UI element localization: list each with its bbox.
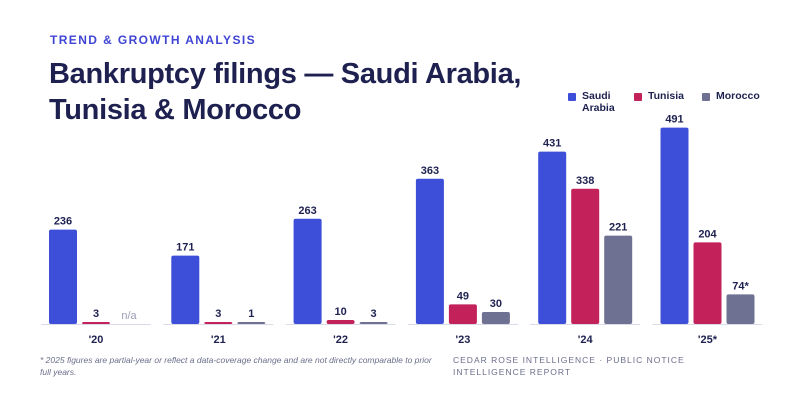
data-label-tunisia-3: 49 bbox=[457, 290, 469, 302]
data-label-morocco-1: 1 bbox=[248, 308, 254, 320]
bar-morocco-2 bbox=[359, 322, 388, 324]
bar-morocco-4 bbox=[604, 235, 633, 324]
x-tick-label-0: '20 bbox=[89, 334, 104, 346]
data-label-saudi-arabia-2: 263 bbox=[298, 205, 316, 217]
data-label-tunisia-0: 3 bbox=[93, 308, 99, 320]
data-label-morocco-2: 3 bbox=[371, 308, 377, 320]
data-label-saudi-arabia-1: 171 bbox=[176, 242, 194, 254]
x-tick-label-5: '25* bbox=[698, 334, 718, 346]
bar-tunisia-4 bbox=[571, 188, 600, 324]
data-label-tunisia-1: 3 bbox=[215, 308, 221, 320]
legend-item-tunisia: Tunisia bbox=[634, 90, 684, 102]
legend-label-morocco: Morocco bbox=[715, 90, 760, 102]
data-label-morocco-5: 74* bbox=[732, 280, 749, 292]
legend-item-morocco: Morocco bbox=[701, 90, 760, 102]
data-label-tunisia-4: 338 bbox=[576, 175, 594, 187]
bar-saudi-arabia-1 bbox=[171, 255, 200, 324]
legend-swatch-morocco bbox=[701, 93, 710, 101]
x-tick-label-2: '22 bbox=[333, 334, 348, 346]
bar-saudi-arabia-5 bbox=[660, 127, 689, 324]
data-label-tunisia-5: 204 bbox=[698, 228, 717, 240]
bar-morocco-1 bbox=[237, 322, 266, 324]
data-label-morocco-3: 30 bbox=[490, 298, 502, 310]
bar-tunisia-5 bbox=[693, 242, 722, 324]
legend-swatch-saudi-arabia bbox=[568, 93, 576, 101]
bar-saudi-arabia-0 bbox=[49, 229, 77, 324]
bar-tunisia-1 bbox=[204, 322, 233, 324]
bar-morocco-3 bbox=[481, 312, 510, 324]
legend-label-saudi-arabia: Saudi Arabia bbox=[582, 90, 615, 114]
bar-tunisia-0 bbox=[82, 322, 110, 324]
bar-morocco-5 bbox=[726, 294, 755, 324]
data-label-saudi-arabia-5: 491 bbox=[665, 114, 683, 126]
bar-tunisia-2 bbox=[326, 320, 355, 324]
legend-item-saudi-arabia: Saudi Arabia bbox=[568, 90, 616, 114]
bar-saudi-arabia-4 bbox=[538, 151, 567, 324]
data-label-morocco-4: 221 bbox=[609, 222, 627, 234]
eyebrow-label: TREND & GROWTH ANALYSIS bbox=[50, 33, 256, 47]
data-label-saudi-arabia-4: 431 bbox=[543, 138, 561, 150]
x-tick-label-1: '21 bbox=[211, 334, 226, 346]
footnote: * 2025 figures are partial-year or refle… bbox=[40, 355, 432, 377]
legend-swatch-tunisia bbox=[634, 93, 642, 101]
legend: Saudi Arabia Tunisia Morocco bbox=[568, 90, 760, 114]
data-label-saudi-arabia-0: 236 bbox=[54, 216, 72, 228]
bar-saudi-arabia-3 bbox=[415, 178, 444, 324]
chart-title: Bankruptcy filings — Saudi Arabia, Tunis… bbox=[49, 58, 522, 126]
data-label-saudi-arabia-3: 363 bbox=[421, 165, 439, 177]
x-tick-label-3: '23 bbox=[455, 334, 470, 346]
data-label-tunisia-2: 10 bbox=[334, 306, 346, 318]
bar-tunisia-3 bbox=[448, 304, 477, 324]
legend-label-tunisia: Tunisia bbox=[648, 90, 684, 102]
source-credit: CEDAR ROSE INTELLIGENCE · PUBLIC NOTICE … bbox=[453, 355, 685, 377]
x-tick-label-4: '24 bbox=[578, 334, 594, 346]
data-label-morocco-0: n/a bbox=[121, 310, 137, 322]
bar-saudi-arabia-2 bbox=[293, 218, 322, 324]
